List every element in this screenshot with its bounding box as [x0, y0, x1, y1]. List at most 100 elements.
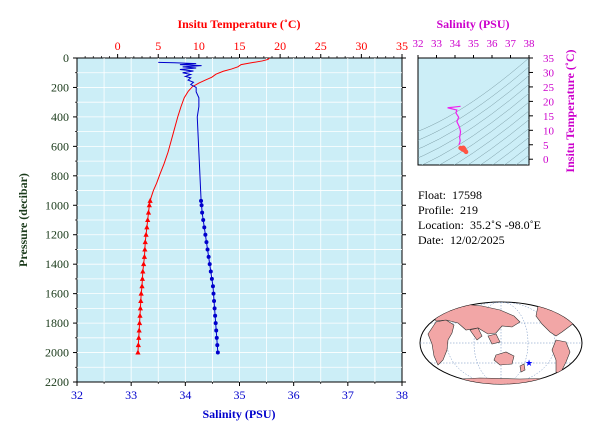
temperature-point: [141, 253, 148, 259]
salinity-point: [202, 225, 207, 230]
float-location-marker: ★: [525, 359, 533, 369]
temperature-axis-title: Insitu Temperature (˚C): [177, 17, 300, 31]
ts-temperature-tick-label: 20: [543, 96, 555, 108]
salinity-axis-title: Salinity (PSU): [202, 407, 275, 421]
temperature-point: [143, 231, 149, 237]
land-eurasia: [431, 303, 521, 335]
pressure-tick-label: 1000: [45, 198, 69, 212]
temperature-point: [144, 224, 150, 230]
temperature-point: [138, 290, 144, 296]
salinity-point: [199, 203, 204, 208]
ts-salinity-tick-label: 36: [487, 38, 499, 50]
land-india: [469, 327, 483, 341]
ts-series: [447, 105, 469, 155]
float-value: 17598: [452, 188, 483, 202]
pressure-tick-label: 0: [63, 51, 69, 65]
temperature-tick-label: 0: [115, 39, 121, 53]
temperature-point: [138, 298, 144, 303]
float-label: Float:: [418, 188, 447, 202]
location-row: Location: 35.2˚S -98.0˚E: [418, 218, 541, 233]
date-value: 12/02/2025: [450, 233, 505, 247]
ts-temperature-tick-label: 15: [543, 111, 555, 123]
ts-temperature-tick-label: 10: [543, 125, 555, 137]
pressure-tick-label: 1600: [45, 287, 69, 301]
salinity-point: [209, 276, 214, 281]
salinity-point: [212, 306, 217, 311]
ts-temperature-tick-label: 0: [543, 154, 549, 166]
salinity-tick-label: 38: [396, 388, 408, 402]
ts-salinity-tick-label: 37: [505, 38, 517, 50]
salinity-point: [213, 313, 218, 318]
density-contours: [418, 58, 529, 165]
temperature-axis-ticks: 0 5 10 15 20 25 30 35: [84, 39, 408, 58]
density-contour: [418, 84, 529, 159]
ts-salinity-tick-label: 35: [468, 38, 480, 50]
salinity-point: [214, 335, 219, 340]
temperature-tick-label: 20: [274, 39, 286, 53]
salinity-axis-ticks: 32 33 34 35 36 37 38: [71, 382, 408, 402]
salinity-point: [215, 343, 220, 348]
temperature-point: [141, 261, 147, 267]
salinity-tick-label: 32: [71, 388, 83, 402]
pressure-tick-label: 200: [51, 80, 69, 94]
density-contour: [438, 101, 529, 165]
ts-axis-ticks: 32 33 34 35 36 37 38 0 5 10 15 20 25 30 35: [413, 38, 555, 166]
land-southeast-asia: [487, 333, 501, 345]
pressure-tick-label: 2000: [45, 346, 69, 360]
ts-temperature-tick-label: 35: [543, 53, 555, 65]
location-label: Location:: [418, 218, 464, 232]
salinity-point: [205, 247, 210, 252]
salinity-point: [207, 262, 212, 267]
ts-temperature-axis-title: Insitu Temperature (˚C): [563, 49, 577, 172]
salinity-series: [158, 61, 220, 355]
temperature-tick-label: 10: [193, 39, 205, 53]
density-contour: [453, 110, 529, 165]
temperature-tick-label: 15: [234, 39, 246, 53]
temperature-tick-label: 35: [396, 39, 408, 53]
temperature-point: [136, 334, 142, 340]
ts-point: [461, 145, 466, 150]
salinity-point: [211, 291, 216, 296]
ts-diagram: 32 33 34 35 36 37 38 0 5 10 15 20 25 30 35 Salinity (P…: [413, 17, 578, 173]
temperature-tick-label: 25: [315, 39, 327, 53]
date-row: Date: 12/02/2025: [418, 233, 541, 248]
temperature-point: [139, 275, 146, 281]
temperature-point: [147, 197, 153, 203]
salinity-point: [200, 210, 205, 215]
ts-temperature-tick-label: 25: [543, 82, 555, 94]
ts-salinity-tick-label: 33: [431, 38, 443, 50]
temperature-point: [137, 312, 143, 318]
land-greenland: [574, 303, 582, 313]
float-info-panel: Float: 17598 Profile: 219 Location: 35.2…: [418, 188, 541, 248]
temperature-tick-label: 30: [355, 39, 367, 53]
temperature-point: [146, 202, 152, 208]
density-contour: [418, 58, 529, 132]
ts-point: [463, 149, 469, 155]
salinity-point: [203, 232, 208, 237]
date-label: Date:: [418, 233, 444, 247]
ts-temperature-tick-label: 30: [543, 67, 555, 79]
salinity-point: [206, 254, 211, 259]
pressure-tick-label: 1800: [45, 316, 69, 330]
salinity-tick-label: 33: [125, 388, 137, 402]
salinity-point: [204, 240, 209, 245]
ts-salinity-tick-label: 32: [413, 38, 424, 50]
temperature-tick-label: 5: [155, 39, 161, 53]
salinity-point: [214, 328, 219, 333]
temperature-point: [137, 305, 143, 311]
density-contour: [418, 75, 529, 150]
salinity-point: [215, 350, 220, 355]
profile-row: Profile: 219: [418, 203, 541, 218]
salinity-point: [213, 321, 218, 326]
density-contour: [418, 66, 529, 141]
salinity-point: [210, 284, 215, 289]
salinity-tick-label: 36: [288, 388, 300, 402]
salinity-point: [208, 269, 213, 274]
ts-salinity-axis-title: Salinity (PSU): [436, 17, 509, 31]
salinity-tick-label: 37: [342, 388, 354, 402]
temperature-point: [135, 349, 141, 355]
temperature-point: [145, 209, 152, 215]
ts-salinity-tick-label: 38: [524, 38, 536, 50]
ts-salinity-tick-label: 34: [450, 38, 462, 50]
